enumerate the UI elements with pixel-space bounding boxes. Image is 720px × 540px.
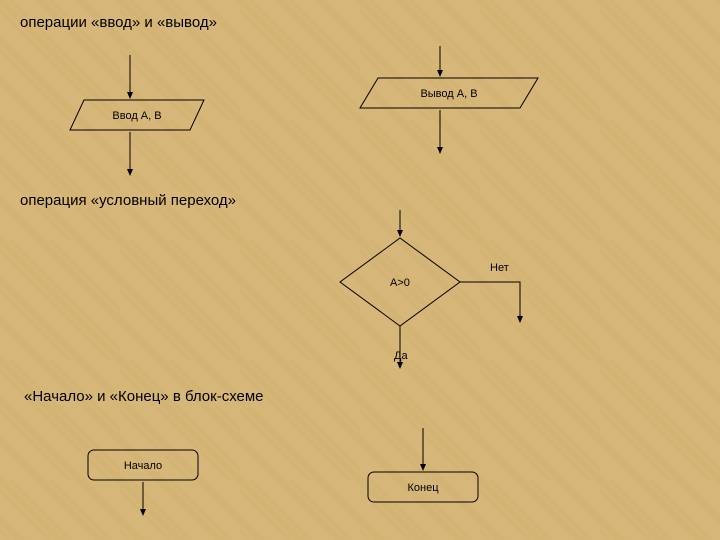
io-output-label: Вывод A, B [420, 88, 477, 100]
decision-label: A>0 [390, 277, 410, 289]
heading-io: операции «ввод» и «вывод» [20, 14, 217, 31]
heading-terminals: «Начало» и «Конец» в блок-схеме [24, 388, 264, 405]
label-yes: Да [394, 350, 408, 362]
background [0, 0, 720, 540]
heading-cond: операция «условный переход» [20, 192, 236, 209]
io-input-label: Ввод A, B [112, 110, 161, 122]
terminal-end-label: Конец [407, 482, 439, 494]
diagram-canvas: Ввод A, B Вывод A, B A>0 Начало Конец [0, 0, 720, 540]
label-no: Нет [490, 262, 509, 274]
terminal-start-label: Начало [124, 460, 162, 472]
